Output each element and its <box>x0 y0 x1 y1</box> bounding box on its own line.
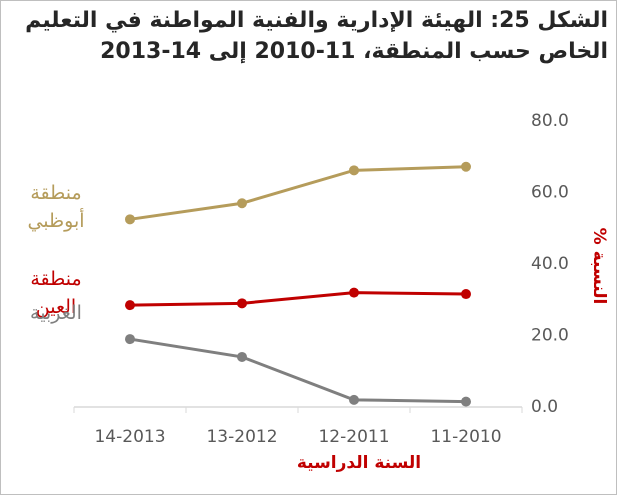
point <box>349 394 359 405</box>
y-tick-label: 20.0 <box>531 326 569 346</box>
point <box>461 396 471 407</box>
point <box>461 161 471 172</box>
series-line <box>129 165 467 221</box>
series-line <box>129 337 467 404</box>
x-tick-label: 14-2013 <box>94 427 165 447</box>
series-label: منطقة العين <box>30 268 82 319</box>
point <box>237 298 247 309</box>
point <box>461 289 471 300</box>
series-label: منطقة أبوظبي <box>27 182 85 233</box>
series-label: الغربية <box>30 302 82 325</box>
point <box>125 300 135 311</box>
x-axis-title: السنة الدراسية <box>297 453 421 473</box>
x-tick-label: 12-2011 <box>318 427 389 447</box>
series-line <box>129 291 467 307</box>
point <box>125 214 135 225</box>
y-tick-label: 40.0 <box>531 254 569 274</box>
point <box>349 287 359 298</box>
y-tick-label: 60.0 <box>531 183 569 203</box>
point <box>237 198 247 209</box>
point <box>237 351 247 362</box>
x-tick-label: 13-2012 <box>206 427 277 447</box>
y-tick-label: 80.0 <box>531 111 569 131</box>
y-tick-label: 0.0 <box>531 397 558 417</box>
point <box>349 165 359 176</box>
y-axis-title: النسبة % <box>589 228 609 305</box>
chart-title: الشكل 25: الهيئة الإدارية والفنية المواط… <box>25 8 608 64</box>
point <box>125 334 135 345</box>
x-tick-label: 11-2010 <box>430 427 501 447</box>
